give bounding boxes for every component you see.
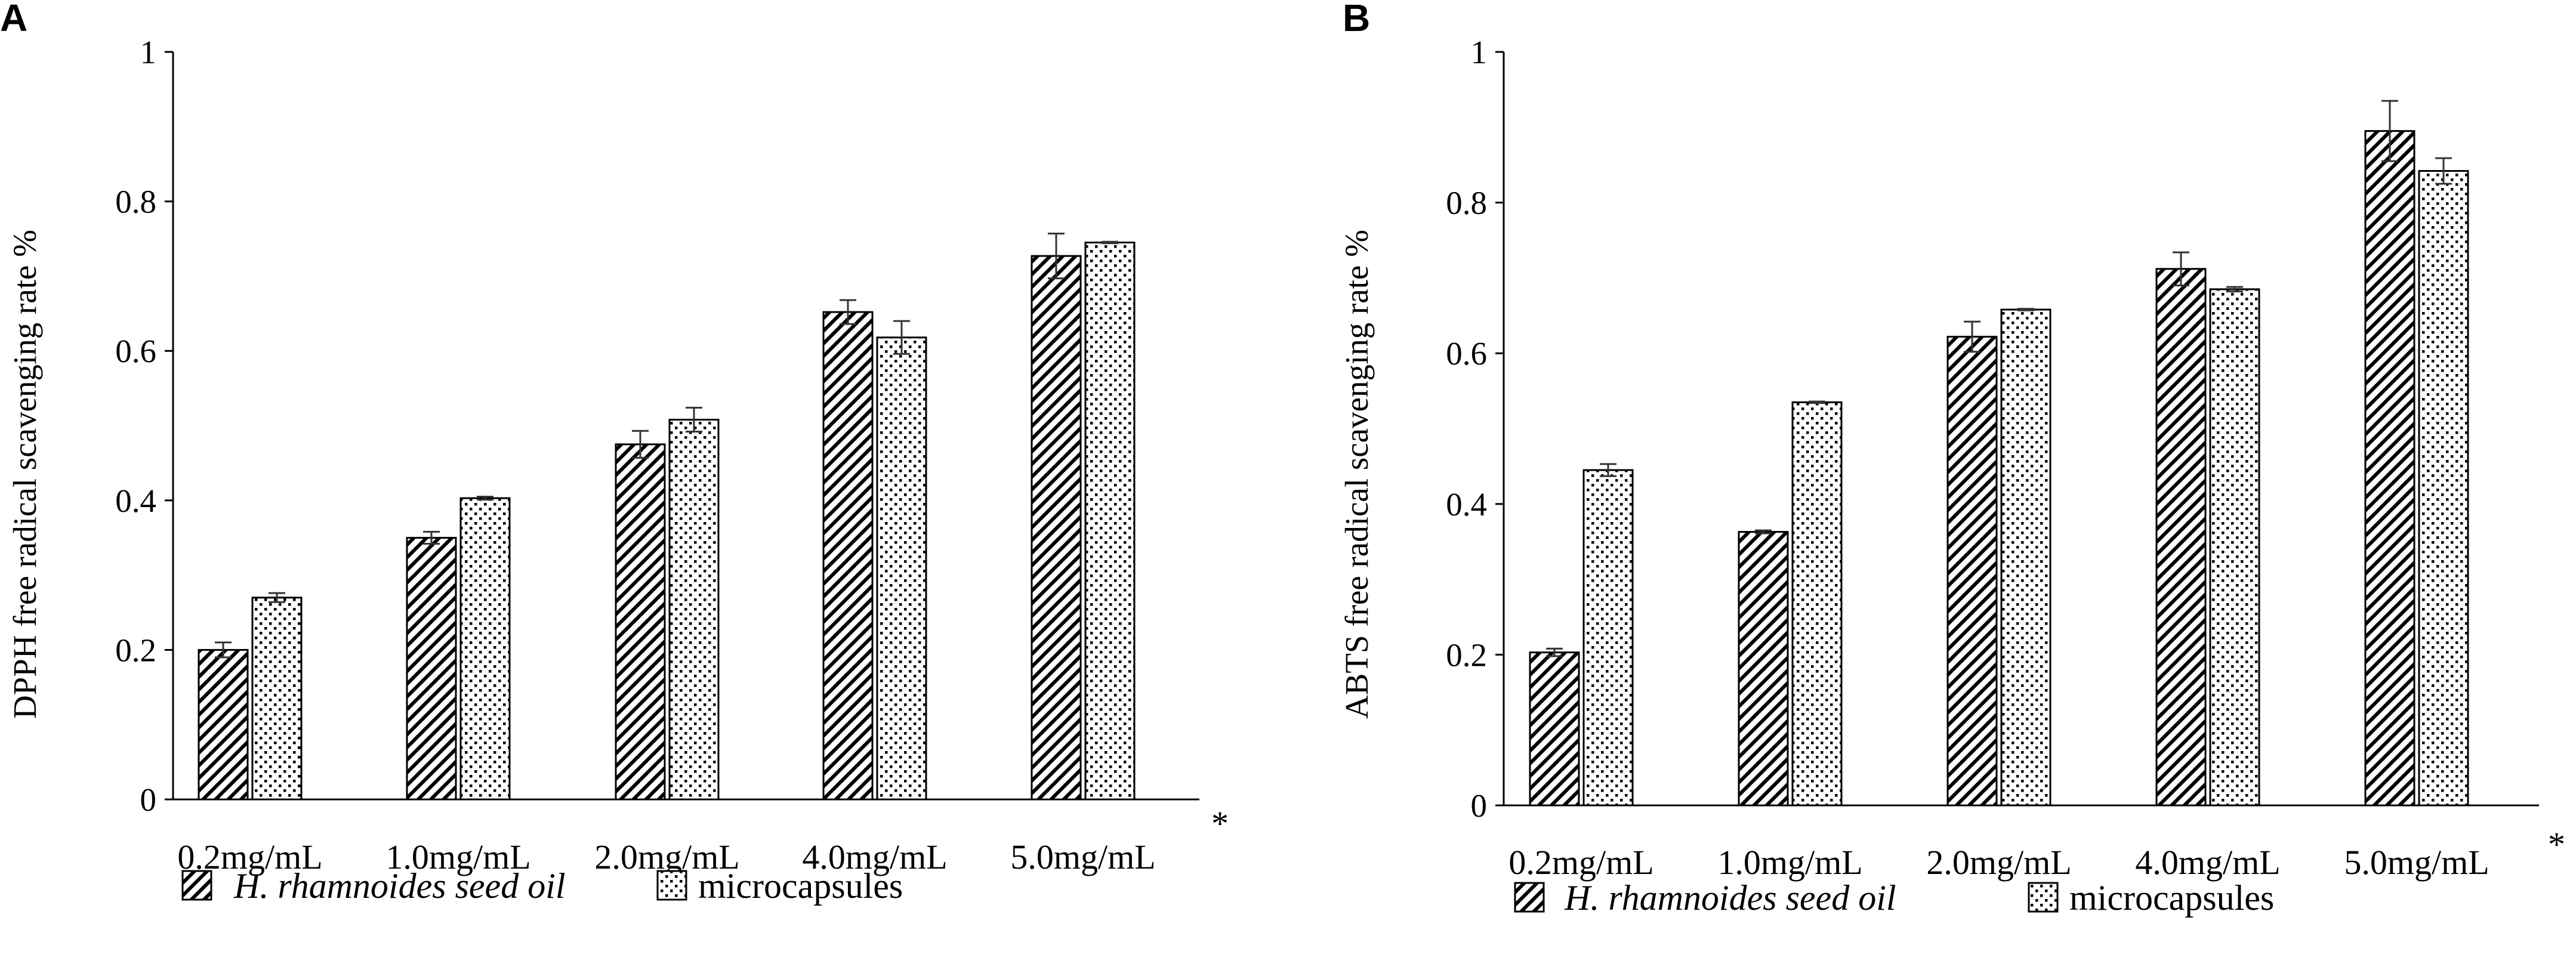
- bars-b: [1529, 130, 2469, 807]
- y-tick-label-a-5: 1: [140, 34, 157, 70]
- bar-b-s0-1: [1738, 531, 1789, 807]
- y-tick-label-a-0: 0: [140, 782, 157, 818]
- bar-b-s1-0: [1582, 469, 1634, 807]
- panel-label-b: B: [1343, 0, 1370, 39]
- y-tick-label-a-4: 0.8: [115, 184, 156, 220]
- legend-swatch-hatch-b: [1514, 882, 1545, 913]
- category-label-a-0: 0.2mg/mL: [177, 838, 322, 876]
- y-tick-label-b-4: 0.8: [1446, 185, 1487, 221]
- bar-a-s1-2: [668, 418, 720, 801]
- y-tick-label-a-1: 0.2: [115, 632, 156, 668]
- category-label-b-3: 4.0mg/mL: [2135, 843, 2280, 882]
- y-axis-label-b: ABTS free radical scavenging rate %: [1338, 230, 1375, 719]
- y-ticks-a: 0 0.2 0.4 0.6 0.8 1: [115, 34, 173, 818]
- bar-b-s0-2: [1946, 335, 1998, 807]
- category-labels-b: 0.2mg/mL 1.0mg/mL 2.0mg/mL 4.0mg/mL 5.0mg/mL: [1508, 843, 2489, 882]
- bar-a-s1-4: [1084, 242, 1136, 801]
- legend-label-microcapsules-a: microcapsules: [698, 866, 903, 906]
- axes-a: [172, 52, 1199, 801]
- y-tick-label-b-3: 0.6: [1446, 335, 1487, 372]
- category-label-b-2: 2.0mg/mL: [1926, 843, 2071, 882]
- y-tick-label-b-5: 1: [1471, 34, 1488, 70]
- legend-a: H. rhamnoides seed oil microcapsules: [181, 866, 903, 906]
- axes-b: [1503, 52, 2539, 807]
- category-label-a-4: 5.0mg/mL: [1010, 838, 1155, 876]
- bar-a-s1-3: [876, 336, 927, 801]
- legend-label-microcapsules-b: microcapsules: [2069, 878, 2274, 918]
- category-label-a-1: 1.0mg/mL: [385, 838, 530, 876]
- legend-label-seed-oil-a: H. rhamnoides seed oil: [233, 866, 566, 906]
- panel-a: A DPPH free radical scavenging rate % 00…: [0, 0, 1229, 906]
- bar-a-s1-1: [459, 497, 511, 801]
- error-bars-b: [1546, 100, 2452, 657]
- legend-swatch-dots-a: [656, 870, 687, 901]
- category-labels-a: 0.2mg/mL 1.0mg/mL 2.0mg/mL 4.0mg/mL 5.0mg/mL: [177, 838, 1155, 876]
- y-tick-label-b-2: 0.4: [1446, 486, 1487, 523]
- legend-b: H. rhamnoides seed oil microcapsules: [1514, 878, 2274, 918]
- legend-swatch-dots-b: [2028, 882, 2059, 913]
- bar-b-s1-1: [1791, 401, 1843, 807]
- bar-b-s1-3: [2209, 288, 2260, 807]
- y-axis-label-a: DPPH free radical scavenging rate %: [7, 230, 43, 719]
- y-tick-label-b-1: 0.2: [1446, 637, 1487, 673]
- y-ticks-b: 0 0.2 0.4 0.6 0.8 1: [1446, 34, 1504, 824]
- bar-a-s0-2: [615, 443, 666, 801]
- category-label-a-3: 4.0mg/mL: [802, 838, 947, 876]
- bar-b-s0-4: [2364, 130, 2415, 807]
- legend-label-seed-oil-b: H. rhamnoides seed oil: [1564, 878, 1896, 918]
- legend-swatch-hatch-a: [181, 870, 212, 901]
- error-bars-a: [215, 232, 1118, 659]
- y-tick-label-a-2: 0.4: [115, 483, 156, 519]
- category-label-a-2: 2.0mg/mL: [594, 838, 739, 876]
- bars-a: [198, 242, 1136, 801]
- bar-b-s0-0: [1529, 651, 1580, 807]
- category-label-b-1: 1.0mg/mL: [1717, 843, 1862, 882]
- panel-b: B ABTS free radical scavenging rate % 00…: [1338, 0, 2565, 918]
- category-label-b-0: 0.2mg/mL: [1508, 843, 1653, 882]
- bar-b-s1-4: [2418, 170, 2469, 807]
- bar-a-s1-0: [251, 597, 303, 801]
- bar-a-s0-1: [406, 536, 457, 801]
- category-label-b-4: 5.0mg/mL: [2344, 843, 2489, 882]
- bar-b-s1-2: [2000, 308, 2051, 807]
- bar-a-s0-0: [198, 648, 249, 801]
- panel-label-a: A: [0, 0, 27, 39]
- bar-b-s0-3: [2155, 268, 2207, 807]
- y-tick-label-a-3: 0.6: [115, 333, 156, 369]
- y-tick-label-b-0: 0: [1471, 787, 1488, 824]
- significance-star-a: *: [1211, 804, 1229, 843]
- bar-a-s0-4: [1031, 255, 1082, 801]
- significance-star-b: *: [2548, 825, 2565, 864]
- bar-a-s0-3: [822, 311, 874, 801]
